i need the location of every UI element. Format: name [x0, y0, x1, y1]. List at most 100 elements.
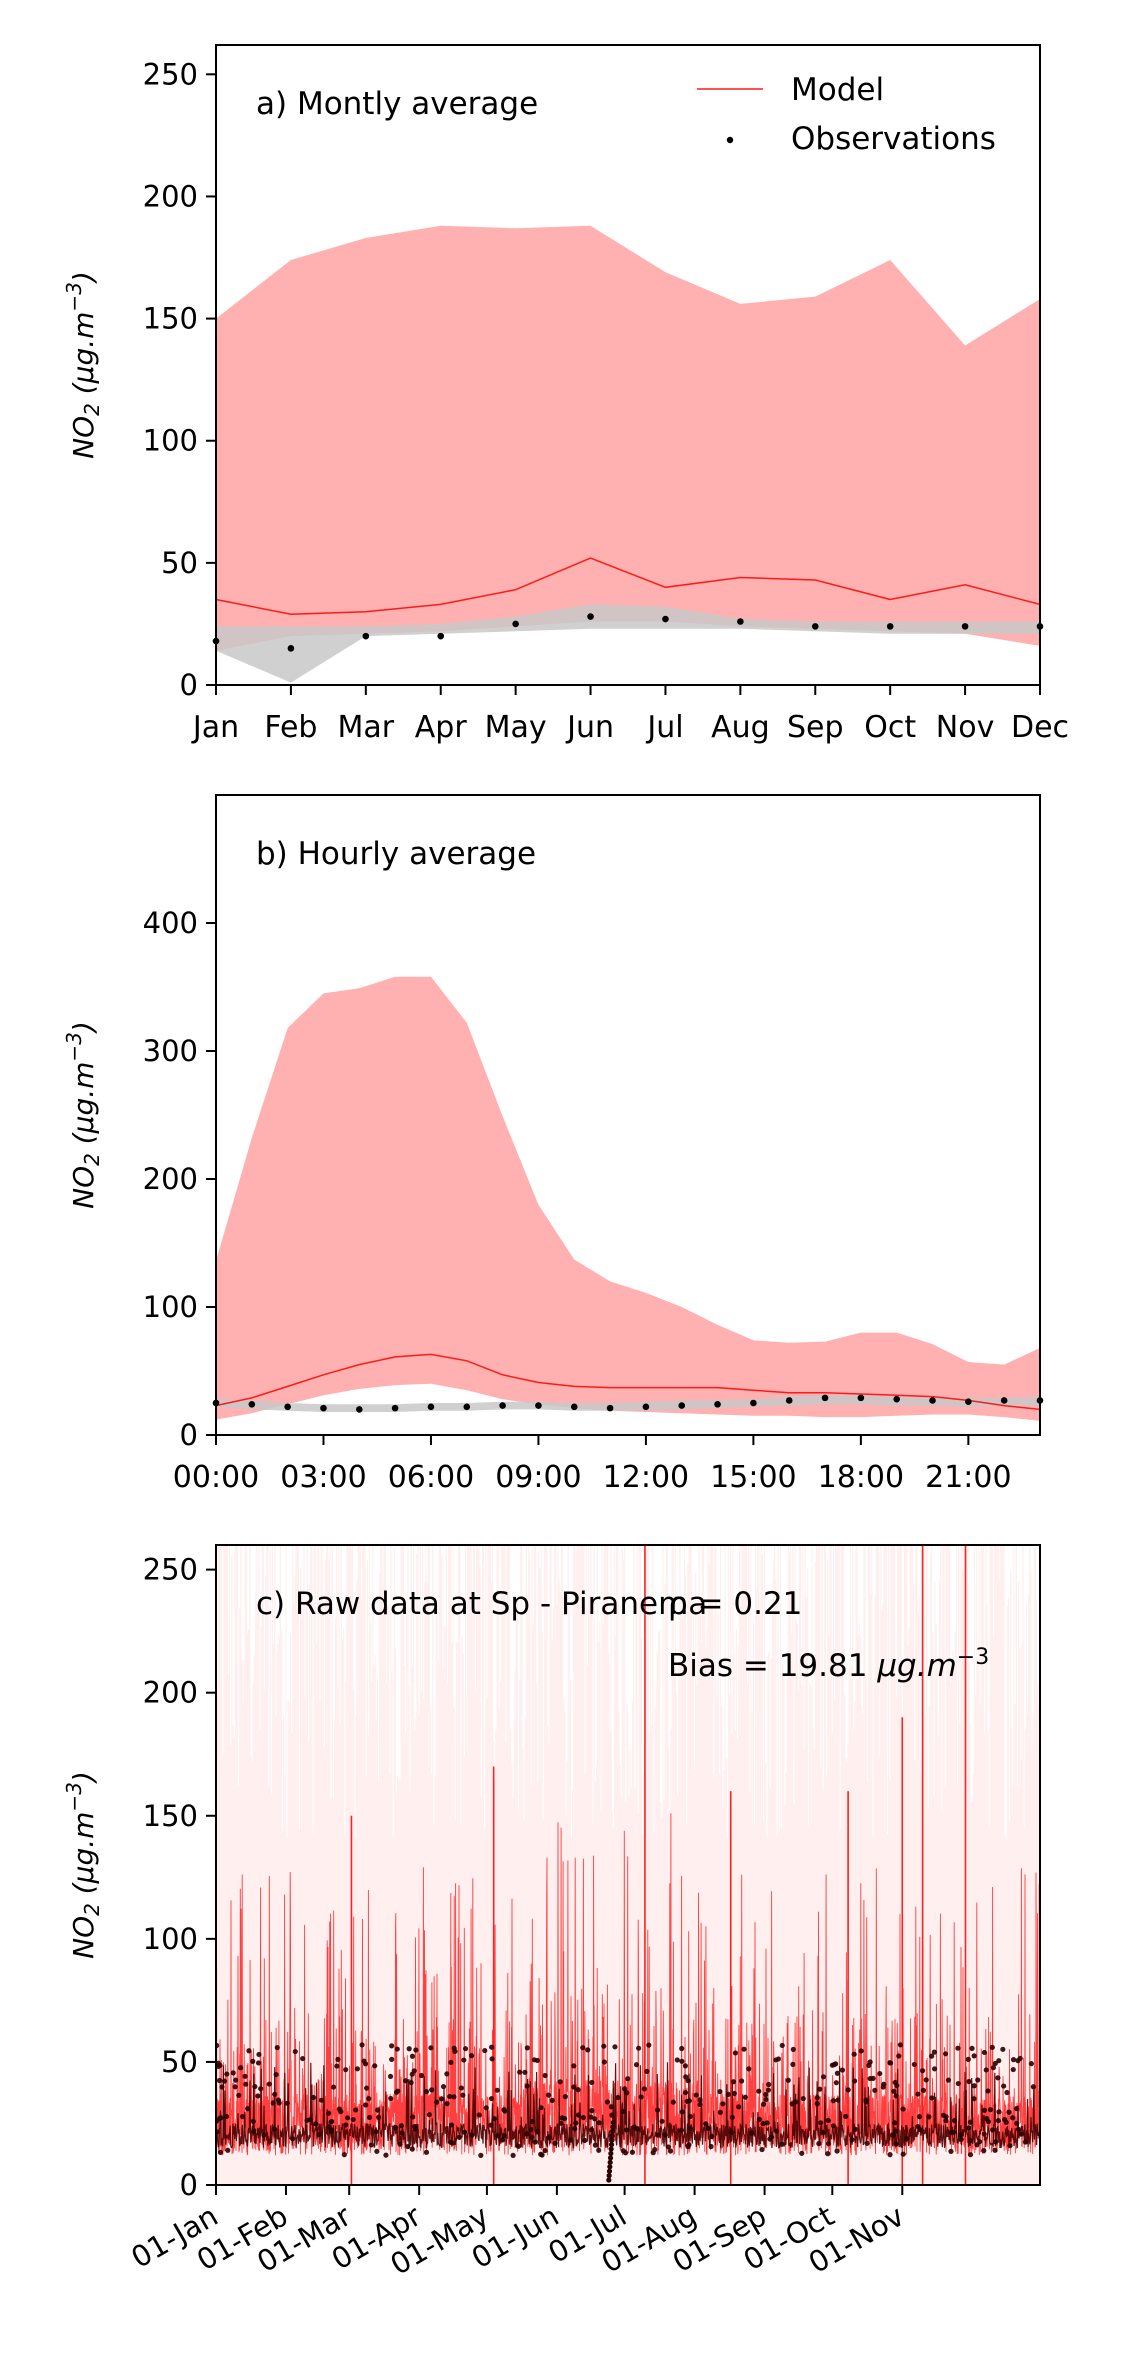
raw-observation-point: [354, 2066, 361, 2072]
raw-observation-point: [447, 2093, 453, 2100]
raw-observation-point: [255, 2093, 261, 2099]
raw-observation-point: [975, 2077, 981, 2083]
monthly-lines: [215, 557, 1041, 615]
raw-observation-point: [559, 2115, 565, 2121]
raw-observation-point: [683, 2074, 689, 2080]
raw-observation-point: [272, 2091, 278, 2097]
raw-observation-point: [243, 2081, 249, 2087]
raw-observation-point: [1015, 2058, 1021, 2064]
raw-observation-point: [843, 2113, 849, 2119]
raw-observation-point: [736, 2104, 742, 2110]
observation-point: [714, 1400, 721, 1408]
raw-observation-point: [942, 2051, 949, 2057]
raw-observation-point: [890, 2132, 897, 2138]
observation-point: [570, 1403, 578, 1411]
raw-observation-point: [223, 2113, 230, 2120]
raw-observation-point: [608, 2104, 614, 2110]
raw-observation-point: [606, 2177, 612, 2183]
hourly-y-axis-label: NO2 (μg.m−3): [62, 1021, 104, 1209]
hourly-y-ticks: 0 100 200 300 400: [143, 906, 216, 1452]
raw-observation-point: [682, 2063, 688, 2069]
raw-observation-point: [644, 2068, 650, 2074]
raw-observation-point: [703, 2121, 709, 2127]
raw-observation-point: [608, 2146, 614, 2152]
raw-observation-point: [449, 2140, 456, 2146]
raw-observation-point: [542, 2147, 548, 2154]
observation-point: [499, 1402, 506, 1409]
monthly-observation-points: [212, 613, 1044, 652]
raw-observation-point: [929, 2095, 935, 2101]
raw-observation-point: [246, 2048, 252, 2054]
raw-observation-point: [256, 2051, 262, 2058]
raw-observation-point: [252, 2083, 258, 2090]
raw-observation-point: [529, 2134, 535, 2140]
raw-observation-point: [763, 2096, 769, 2103]
raw-observation-point: [522, 2069, 528, 2075]
raw-observation-point: [589, 2108, 595, 2114]
raw-observation-point: [568, 2137, 574, 2143]
raw-observation-point: [697, 2101, 703, 2108]
raw-observation-point: [623, 2127, 630, 2133]
raw-observation-point: [609, 2128, 616, 2134]
raw-observation-point: [730, 2079, 737, 2085]
observation-range-band: [216, 1395, 1040, 1412]
raw-observation-point: [250, 2058, 256, 2064]
raw-observation-point: [790, 2061, 796, 2067]
raw-observation-point: [969, 2045, 975, 2051]
raw-observation-point: [967, 2152, 974, 2158]
raw-observation-point: [452, 2048, 458, 2054]
observation-point: [587, 613, 594, 620]
raw-observation-point: [387, 2073, 394, 2080]
raw-observation-point: [270, 2100, 276, 2106]
x-tick-label: Oct: [864, 710, 916, 745]
raw-observation-point: [517, 2069, 523, 2075]
raw-observation-point: [834, 2070, 841, 2076]
observation-point: [662, 615, 669, 623]
raw-observation-point: [218, 2115, 224, 2121]
raw-observation-point: [1013, 2105, 1020, 2112]
raw-observation-point: [625, 2076, 631, 2082]
raw-model-spread: [216, 1545, 1040, 2185]
raw-observation-point: [729, 2114, 735, 2121]
raw-observation-point: [892, 2079, 898, 2086]
raw-observation-point: [864, 2140, 870, 2146]
raw-observation-point: [1006, 2109, 1012, 2115]
raw-observation-point: [405, 2143, 411, 2150]
raw-observation-point: [667, 2148, 674, 2154]
raw-observation-point: [612, 2044, 618, 2050]
raw-observation-point: [558, 2120, 564, 2126]
raw-observation-point: [495, 2133, 501, 2139]
raw-observation-point: [366, 2096, 372, 2102]
raw-observation-point: [799, 2150, 805, 2156]
raw-observation-point: [501, 2107, 507, 2113]
raw-observation-point: [458, 2085, 464, 2091]
raw-observation-point: [609, 2137, 615, 2143]
raw-observation-point: [216, 2063, 222, 2070]
raw-observation-point: [620, 2108, 626, 2115]
raw-observation-point: [607, 2159, 613, 2165]
raw-observation-point: [552, 2140, 558, 2146]
raw-observation-point: [224, 2071, 230, 2077]
raw-observation-point: [981, 2131, 987, 2137]
raw-observation-point: [995, 2075, 1001, 2081]
raw-observation-point: [334, 2063, 340, 2069]
raw-observation-point: [409, 2146, 415, 2152]
raw-observation-point: [717, 2088, 723, 2095]
raw-observation-point: [389, 2043, 395, 2049]
raw-observation-point: [608, 2150, 614, 2157]
raw-observation-point: [572, 2126, 578, 2132]
raw-observation-point: [240, 2113, 246, 2120]
raw-observation-point: [629, 2149, 636, 2155]
raw-observation-point: [816, 2141, 822, 2147]
raw-observation-point: [729, 2129, 735, 2135]
raw-observation-point: [604, 2099, 611, 2105]
raw-observation-point: [990, 2127, 996, 2133]
raw-observation-point: [361, 2058, 367, 2064]
raw-observation-point: [951, 2117, 958, 2124]
raw-observation-point: [326, 2110, 332, 2116]
raw-observation-point: [606, 2173, 612, 2179]
raw-observation-point: [409, 2053, 416, 2059]
raw-observation-point: [488, 2095, 495, 2102]
raw-observation-point: [534, 2057, 541, 2064]
raw-observation-point: [779, 2141, 785, 2147]
